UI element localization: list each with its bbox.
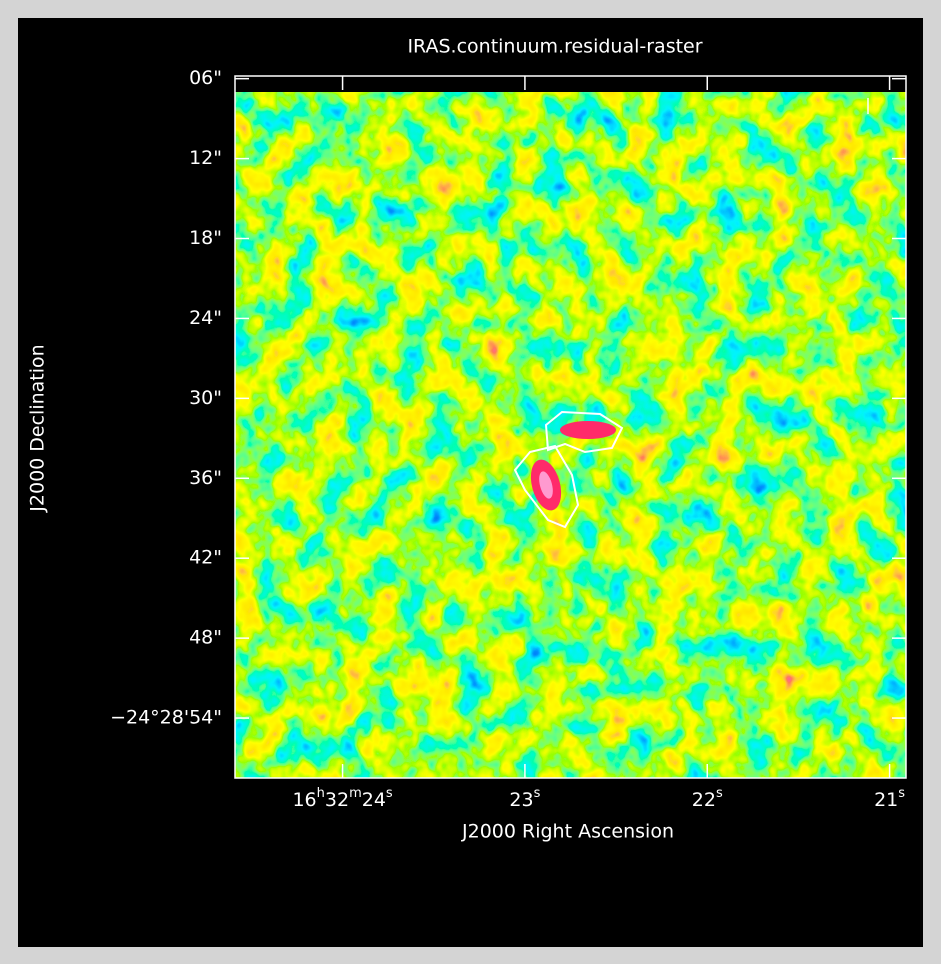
y-tick-label: −24°28'54" (110, 707, 222, 729)
y-tick-label: 12" (189, 147, 222, 169)
chart-title: IRAS.continuum.residual-raster (407, 36, 702, 58)
raster-noise (222, 92, 918, 788)
y-tick-label: 24" (189, 307, 222, 329)
source (560, 421, 616, 439)
y-tick-label: 48" (189, 627, 222, 649)
y-tick-label: 36" (189, 467, 222, 489)
raster-image (222, 92, 918, 788)
y-axis-label: J2000 Declination (27, 344, 49, 512)
y-tick-label: 42" (189, 547, 222, 569)
y-tick-label: 06" (189, 67, 222, 89)
x-axis-label: J2000 Right Ascension (461, 821, 674, 843)
viewer: IRAS.continuum.residual-raster J2000 Rig… (0, 0, 941, 964)
y-tick-label: 18" (189, 227, 222, 249)
x-tick-label: 16h32m24s (292, 786, 392, 811)
y-tick-label: 30" (189, 387, 222, 409)
